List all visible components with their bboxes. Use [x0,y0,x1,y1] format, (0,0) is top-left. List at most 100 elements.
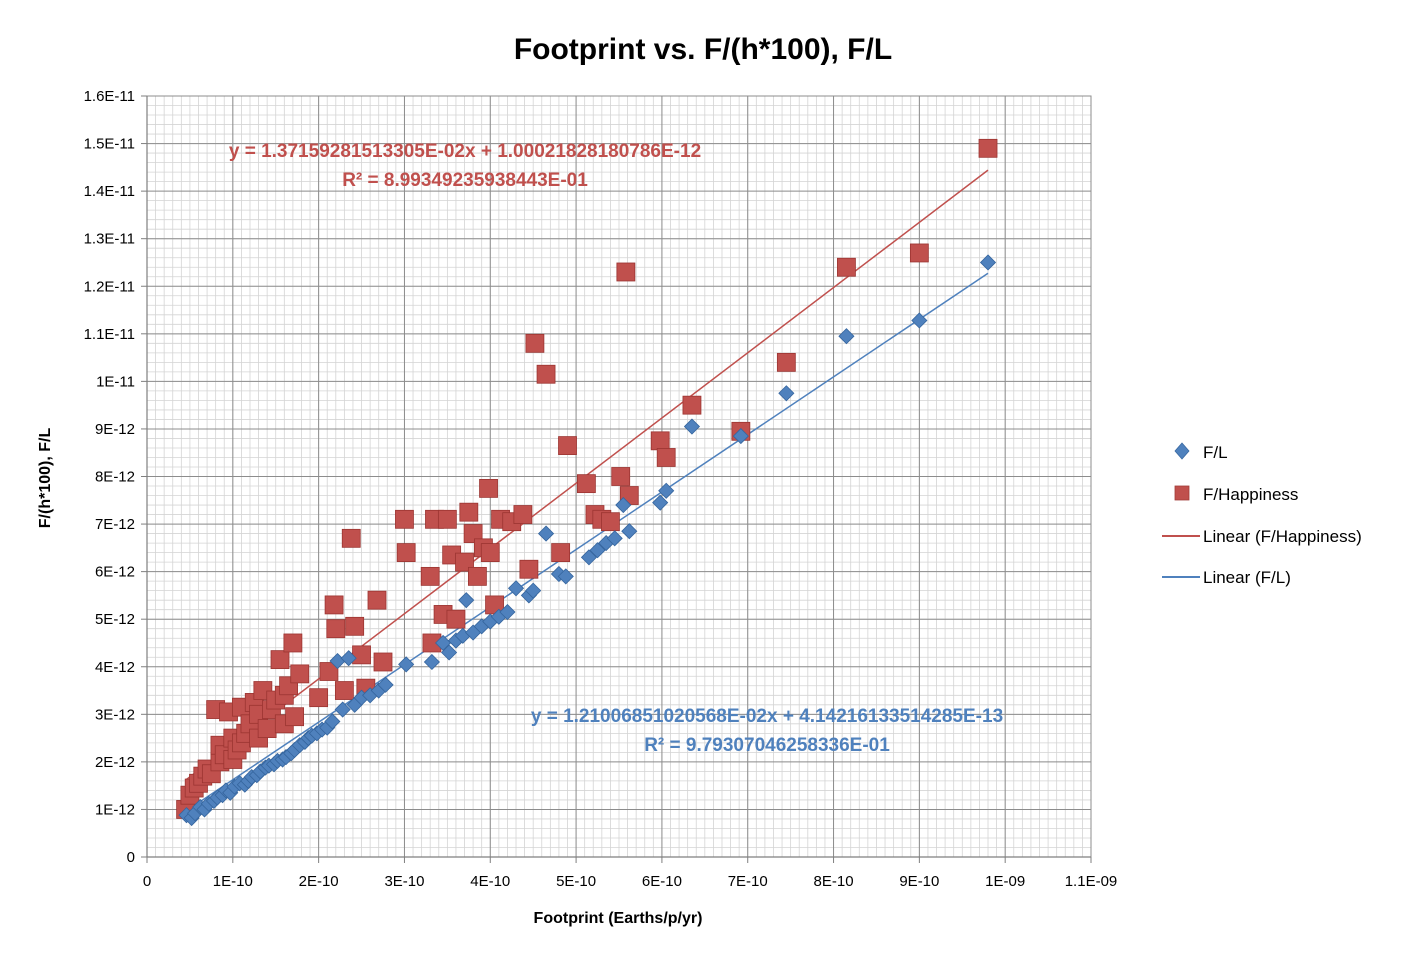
data-point-f-l [499,603,516,621]
data-point-f-happiness [352,645,371,665]
data-point-f-happiness [467,566,487,586]
data-point-f-happiness [837,257,856,277]
y-tick-label: 9E-12 [95,421,135,438]
legend-label: Linear (F/Happiness) [1203,527,1362,546]
data-point-f-happiness [285,707,305,727]
data-point-f-happiness [270,650,290,670]
x-tick-label: 9E-10 [899,873,939,890]
data-point-f-happiness [420,566,440,586]
data-point-f-happiness [601,512,620,532]
legend-diamond-marker [1174,442,1190,460]
x-tick-label: 4E-10 [470,873,510,890]
data-point-f-happiness [373,652,393,672]
data-point-f-happiness [909,243,929,263]
data-point-f-l [838,328,855,345]
data-point-f-happiness [978,138,998,158]
y-tick-label: 1.4E-11 [84,183,135,200]
y-axis: 0 1E-12 2E-12 3E-12 4E-12 5E-12 6E-12 7E-12 8E-1… [84,88,148,866]
legend-item-linear-happiness: Linear (F/Happiness) [1162,527,1362,546]
data-point-f-happiness [345,616,365,636]
data-point-f-l [537,525,555,542]
y-tick-label: 5E-12 [95,611,135,628]
data-point-f-happiness [290,664,310,684]
series-f-l [178,254,997,827]
data-point-f-l [377,676,394,693]
data-point-f-happiness [650,431,670,451]
data-point-f-happiness [536,364,556,384]
trendline [185,272,989,813]
trendline-equations: y = 1.37159281513305E-02x + 1.0002182818… [229,141,1003,756]
data-point-f-happiness [455,552,474,572]
data-point-f-l [589,542,606,559]
data-point-f-happiness [367,590,387,610]
data-point-f-l [658,482,675,499]
data-point-f-happiness [326,619,346,639]
data-point-f-happiness [519,559,539,579]
data-point-f-happiness [480,543,500,562]
data-point-f-l [340,650,357,667]
y-tick-label: 2E-12 [95,754,135,771]
x-tick-label: 3E-10 [384,873,424,890]
y-tick-label: 1E-11 [96,373,135,390]
data-point-f-l [615,496,632,514]
data-point-f-happiness [437,509,457,529]
data-point-f-l [580,549,598,566]
x-tick-label: 6E-10 [642,873,682,890]
data-point-f-l [778,385,795,402]
data-point-f-happiness [656,448,676,467]
fl-equation: y = 1.21006851020568E-02x + 4.1421613351… [531,706,1003,727]
data-point-f-l [979,254,997,271]
x-tick-label: 1E-09 [985,873,1025,890]
data-point-f-l [458,592,475,609]
happiness-equation: y = 1.37159281513305E-02x + 1.0002182818… [229,141,701,162]
data-point-f-l [621,523,638,540]
data-point-f-happiness [396,543,416,562]
x-tick-label: 1E-10 [213,873,253,890]
data-point-f-l [652,494,669,511]
x-tick-label: 2E-10 [299,873,339,890]
data-point-f-happiness [513,505,533,524]
y-tick-label: 1.6E-11 [84,88,135,105]
happiness-r2: R² = 8.99349235938443E-01 [342,170,588,191]
data-point-f-happiness [776,352,796,372]
y-tick-label: 1.2E-11 [84,278,135,295]
legend-item-f-happiness: F/Happiness [1174,485,1298,504]
data-point-f-happiness [395,509,414,529]
data-point-f-happiness [446,609,466,629]
legend-square-marker [1174,485,1190,501]
data-point-f-l [507,580,525,597]
x-tick-label: 5E-10 [556,873,596,890]
data-point-f-l [732,428,749,445]
x-tick-label: 8E-10 [814,873,854,890]
legend: F/L F/Happiness Linear (F/Happiness) Lin… [1162,442,1362,587]
x-axis-title: Footprint (Earths/p/yr) [534,910,703,927]
legend-item-linear-fl: Linear (F/L) [1162,568,1291,587]
data-point-f-l [525,582,542,599]
y-axis-title: F/(h*100), F/L [37,428,54,529]
data-point-f-happiness [479,478,498,498]
data-point-f-l [557,568,574,585]
y-tick-label: 4E-12 [95,659,135,676]
y-tick-label: 1.5E-11 [84,136,135,153]
data-point-f-l [911,312,928,329]
y-tick-label: 1.1E-11 [84,326,135,343]
data-point-f-l [423,653,440,671]
y-tick-label: 0 [127,849,135,866]
data-point-f-l [683,418,701,435]
series-f-happiness [176,138,998,819]
major-gridlines [146,95,1092,858]
data-point-f-happiness [558,436,577,455]
data-point-f-happiness [334,681,354,700]
legend-item-f-l: F/L [1174,442,1228,462]
data-point-f-happiness [525,333,545,353]
legend-label: F/L [1203,443,1228,462]
data-point-f-happiness [611,467,631,486]
data-point-f-l [334,701,351,718]
fl-r2: R² = 9.79307046258336E-01 [644,735,890,756]
data-point-f-happiness [324,595,344,615]
data-point-f-happiness [551,543,571,562]
x-tick-label: 1.1E-09 [1065,873,1118,890]
y-tick-label: 1.3E-11 [84,231,135,248]
chart-title: Footprint vs. F/(h*100), F/L [514,33,892,66]
